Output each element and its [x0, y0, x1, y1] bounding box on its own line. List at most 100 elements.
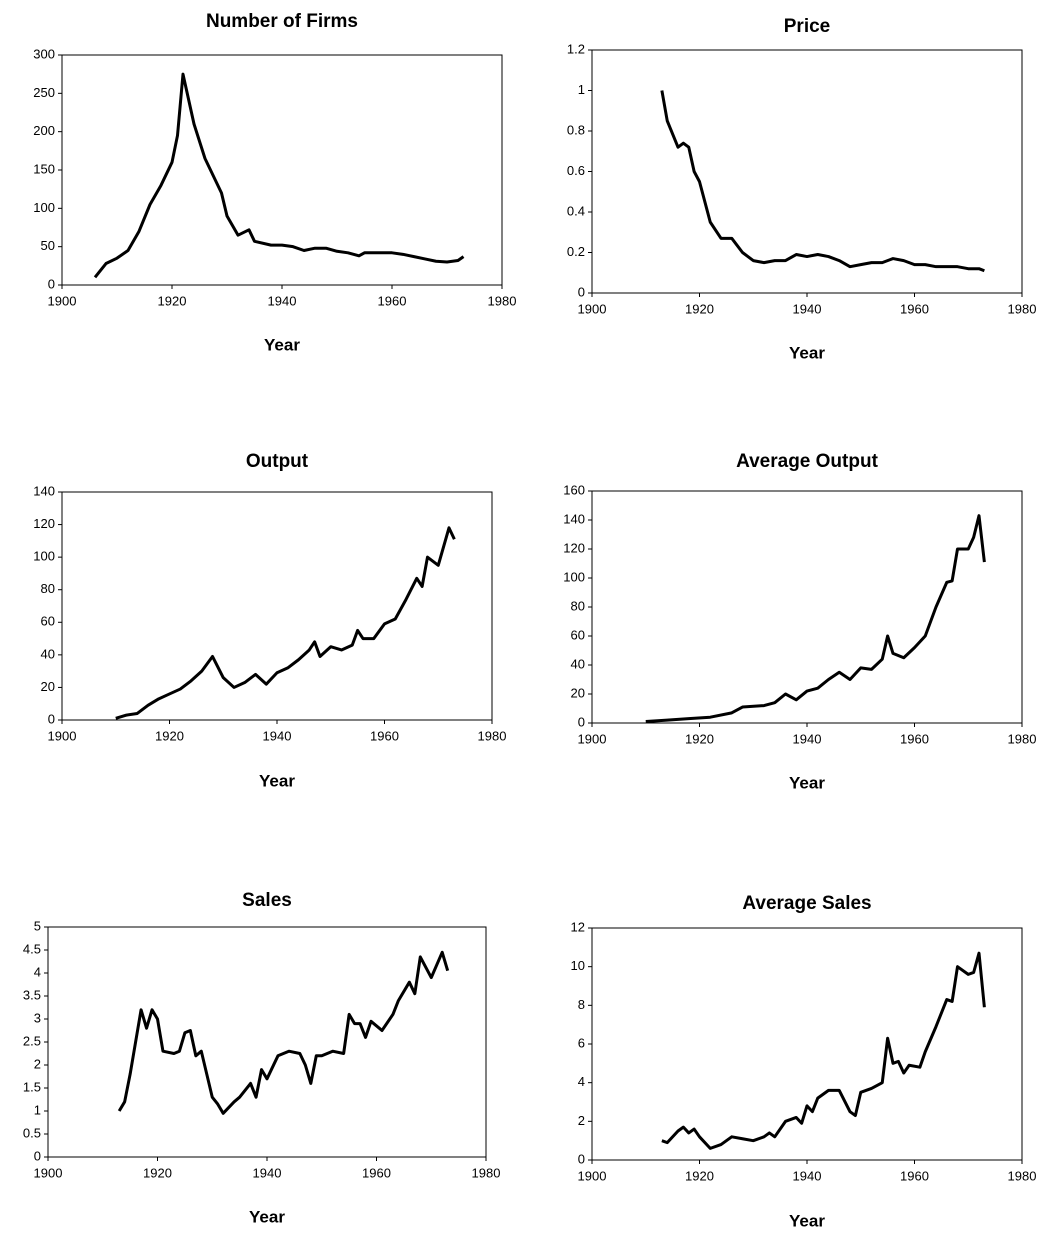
y-tick-label: 140 [563, 511, 585, 526]
x-tick-label: 1920 [158, 293, 187, 308]
y-tick-label: 100 [563, 569, 585, 584]
y-tick-label: 100 [33, 200, 55, 215]
y-tick-label: 5 [34, 918, 41, 933]
x-tick-label: 1980 [488, 293, 517, 308]
y-tick-label: 60 [41, 614, 55, 629]
chart-title: Output [246, 451, 309, 472]
data-line [645, 514, 986, 724]
x-tick-label: 1940 [793, 731, 822, 746]
y-tick-label: 40 [41, 646, 55, 661]
y-tick-label: 0 [34, 1148, 41, 1163]
x-tick-label: 1920 [143, 1165, 172, 1180]
x-tick-label: 1900 [48, 293, 77, 308]
x-tick-label: 1920 [685, 731, 714, 746]
x-tick-label: 1920 [685, 301, 714, 316]
x-tick-label: 1900 [34, 1165, 63, 1180]
y-tick-label: 4.5 [23, 941, 41, 956]
y-tick-label: 4 [34, 964, 41, 979]
chart-title: Average Sales [742, 893, 871, 914]
x-axis-label: Year [264, 335, 300, 354]
plot-area [61, 491, 493, 721]
x-tick-label: 1960 [900, 731, 929, 746]
y-tick-label: 20 [571, 685, 585, 700]
y-tick-label: 0 [578, 714, 585, 729]
y-tick-label: 40 [571, 656, 585, 671]
chart-title: Sales [242, 890, 292, 911]
y-tick-label: 2 [578, 1113, 585, 1128]
x-tick-label: 1940 [263, 728, 292, 743]
y-tick-label: 0.5 [23, 1125, 41, 1140]
data-line [660, 90, 985, 273]
y-tick-label: 1 [34, 1102, 41, 1117]
y-tick-label: 0 [578, 1151, 585, 1166]
x-tick-label: 1960 [900, 301, 929, 316]
x-axis-label: Year [789, 343, 825, 362]
y-tick-label: 250 [33, 85, 55, 100]
x-tick-label: 1980 [472, 1165, 501, 1180]
chart-title: Average Output [736, 451, 878, 472]
y-tick-label: 12 [571, 919, 585, 934]
y-tick-label: 3.5 [23, 987, 41, 1002]
y-tick-label: 0 [48, 711, 55, 726]
y-tick-label: 120 [33, 516, 55, 531]
data-line [117, 950, 450, 1115]
x-tick-label: 1940 [253, 1165, 282, 1180]
y-tick-label: 160 [563, 482, 585, 497]
y-tick-label: 2.5 [23, 1033, 41, 1048]
x-tick-label: 1940 [793, 301, 822, 316]
x-tick-label: 1920 [685, 1168, 714, 1183]
x-tick-label: 1980 [1008, 1168, 1037, 1183]
x-tick-label: 1960 [362, 1165, 391, 1180]
x-axis-label: Year [789, 773, 825, 792]
x-tick-label: 1980 [478, 728, 507, 743]
y-tick-label: 2 [34, 1056, 41, 1071]
plot-area [591, 927, 1023, 1161]
x-tick-label: 1980 [1008, 731, 1037, 746]
y-tick-label: 50 [41, 238, 55, 253]
y-tick-label: 200 [33, 123, 55, 138]
y-tick-label: 300 [33, 46, 55, 61]
x-axis-label: Year [259, 771, 295, 790]
x-tick-label: 1940 [268, 293, 297, 308]
y-tick-label: 0 [48, 276, 55, 291]
y-tick-label: 150 [33, 161, 55, 176]
chart-title: Number of Firms [206, 11, 358, 32]
plot-area [591, 490, 1023, 724]
x-tick-label: 1940 [793, 1168, 822, 1183]
y-tick-label: 6 [578, 1035, 585, 1050]
y-tick-label: 20 [41, 679, 55, 694]
y-tick-label: 0.8 [567, 122, 585, 137]
y-tick-label: 1.5 [23, 1079, 41, 1094]
x-tick-label: 1980 [1008, 301, 1037, 316]
y-tick-label: 100 [33, 549, 55, 564]
y-tick-label: 8 [578, 997, 585, 1012]
y-tick-label: 0.2 [567, 244, 585, 259]
y-tick-label: 4 [578, 1074, 585, 1089]
y-tick-label: 10 [571, 958, 585, 973]
data-line [661, 951, 986, 1150]
x-axis-label: Year [789, 1211, 825, 1230]
x-tick-label: 1900 [578, 731, 607, 746]
x-tick-label: 1900 [578, 301, 607, 316]
x-tick-label: 1960 [378, 293, 407, 308]
x-axis-label: Year [249, 1207, 285, 1226]
y-tick-label: 80 [41, 581, 55, 596]
y-tick-label: 140 [33, 483, 55, 498]
y-tick-label: 120 [563, 540, 585, 555]
y-tick-label: 1 [578, 82, 585, 97]
y-tick-label: 0.6 [567, 163, 585, 178]
chart-title: Price [784, 16, 830, 37]
x-tick-label: 1900 [48, 728, 77, 743]
y-tick-label: 0.4 [567, 203, 585, 218]
data-line [115, 526, 456, 720]
x-tick-label: 1920 [155, 728, 184, 743]
y-tick-label: 0 [578, 284, 585, 299]
y-tick-label: 3 [34, 1010, 41, 1025]
x-tick-label: 1900 [578, 1168, 607, 1183]
x-tick-label: 1960 [900, 1168, 929, 1183]
data-line [93, 72, 465, 279]
y-tick-label: 60 [571, 627, 585, 642]
y-tick-label: 1.2 [567, 41, 585, 56]
x-tick-label: 1960 [370, 728, 399, 743]
